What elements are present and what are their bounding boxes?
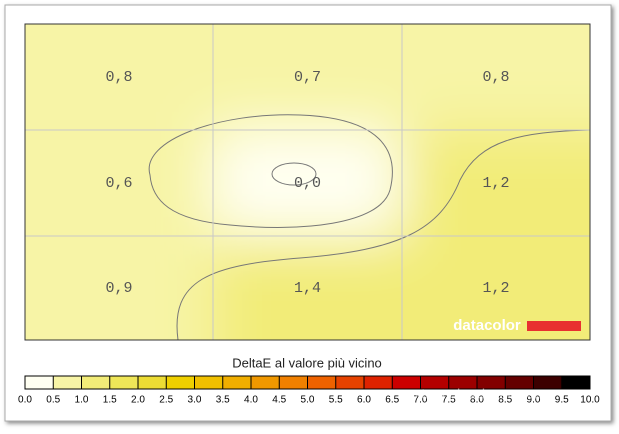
colorbar: 0.0 0.5 1.0 1.5 2.0 2.5 3.0 3.5 4.0 4.5 5.0 5.5 6.0 6… <box>18 375 600 406</box>
cell-label: 0,6 <box>105 175 132 192</box>
tick-label: 2.0 <box>131 395 145 406</box>
tick-label: 8.0 <box>470 395 484 406</box>
colorbar-swatch <box>477 376 506 389</box>
colorbar-swatch <box>251 376 280 389</box>
cell <box>25 236 213 340</box>
tick-label: 3.5 <box>216 395 230 406</box>
cell <box>25 24 213 130</box>
cell-label: 0,0 <box>294 175 321 192</box>
colorbar-swatch <box>194 376 224 389</box>
colorbar-swatch <box>307 376 337 389</box>
plot-area <box>25 24 590 340</box>
tick-label: 9.5 <box>555 395 569 406</box>
contour <box>271 162 317 186</box>
tick-label: 1.5 <box>103 395 117 406</box>
colorbar-swatch <box>53 376 82 389</box>
cell-label: 1,2 <box>482 175 509 192</box>
tick-label: 0.0 <box>18 395 32 406</box>
colorbar-swatch <box>364 376 393 389</box>
cell <box>213 236 402 340</box>
colorbar-swatch <box>448 376 478 389</box>
colorbar-swatch <box>505 376 534 389</box>
cell-label: 0,8 <box>482 69 509 86</box>
tick-label: 4.0 <box>244 395 258 406</box>
colorbar-swatch <box>420 376 450 389</box>
colorbar-swatch <box>138 376 167 389</box>
colorbar-swatch <box>533 376 563 389</box>
tick-label: 6.5 <box>385 395 399 406</box>
cell-label: 0,8 <box>105 69 132 86</box>
colorbar-swatch <box>81 376 111 389</box>
cell <box>213 24 402 130</box>
colorbar-swatch <box>222 376 252 389</box>
cell <box>402 130 590 236</box>
watermark: datacolor <box>453 317 521 334</box>
colorbar-swatch <box>25 376 54 389</box>
tick-label: 3.0 <box>188 395 202 406</box>
cell-label: 1,2 <box>482 280 509 297</box>
grid <box>25 24 590 340</box>
contour <box>176 129 590 340</box>
tick-label: 1.0 <box>75 395 89 406</box>
tick-label: 0.5 <box>46 395 60 406</box>
tick-label: 7.0 <box>414 395 428 406</box>
contours <box>148 114 590 340</box>
tick-label: 8.5 <box>498 395 512 406</box>
contour <box>148 114 393 228</box>
tick-label: 9.0 <box>527 395 541 406</box>
tick-label: 5.0 <box>301 395 315 406</box>
cell-label: 0,9 <box>105 280 132 297</box>
tick-label: 10.0 <box>580 395 600 406</box>
colorbar-swatch <box>279 376 308 389</box>
colorbar-title: DeltaE al valore più vicino <box>232 355 382 370</box>
cell <box>402 24 590 130</box>
cell-label: 0,7 <box>294 69 321 86</box>
logo-bar <box>527 321 581 331</box>
cells <box>25 24 590 340</box>
tick-label: 4.5 <box>272 395 286 406</box>
plot-border <box>24 23 591 341</box>
colorbar-swatch <box>561 376 591 389</box>
colorbar-swatch <box>166 376 195 389</box>
tick-label: 2.5 <box>159 395 173 406</box>
cell-label: 1,4 <box>294 280 321 297</box>
colorbar-swatch <box>335 376 365 389</box>
tick-label: 7.5 <box>442 395 456 406</box>
cell <box>25 130 213 236</box>
tick-label: 6.0 <box>357 395 371 406</box>
colorbar-swatch <box>392 376 421 389</box>
watermark: xtremehardware.com <box>414 386 546 402</box>
tick-label: 5.5 <box>329 395 343 406</box>
colorbar-swatch <box>109 376 139 389</box>
